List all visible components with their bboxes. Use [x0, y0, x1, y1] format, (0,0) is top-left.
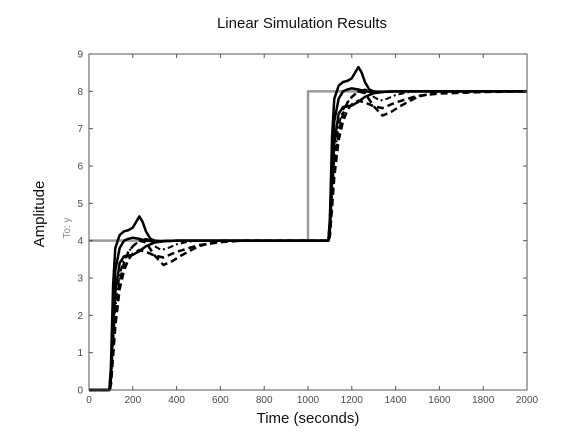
y-tick-label: 1 — [77, 348, 83, 359]
y-tick-label: 7 — [77, 124, 83, 135]
output-channel-label: To: y — [62, 217, 73, 238]
x-tick-label: 200 — [124, 395, 141, 406]
series-layer — [89, 65, 528, 392]
y-tick-label: 6 — [77, 162, 83, 173]
y-tick-label: 2 — [77, 311, 83, 322]
response-line-6 — [89, 90, 528, 392]
y-tick-label: 0 — [77, 386, 83, 397]
x-tick-label: 0 — [86, 395, 92, 406]
ticks-layer: 0 200 400 600 800 1000 1200 1400 1600 1800 2000 0 1 2… — [77, 50, 538, 407]
y-tick-label: 5 — [77, 199, 83, 210]
x-tick-label: 600 — [212, 395, 229, 406]
x-axis-label: Time (seconds) — [257, 410, 360, 427]
x-tick-label: 1400 — [384, 395, 407, 406]
x-tick-label: 400 — [168, 395, 185, 406]
y-axis-label: Amplitude — [31, 181, 48, 248]
x-tick-label: 1000 — [297, 395, 320, 406]
y-tick-label: 9 — [77, 50, 83, 61]
response-line-5 — [89, 90, 527, 392]
y-tick-label: 8 — [77, 87, 83, 98]
x-tick-label: 1200 — [341, 395, 364, 406]
x-tick-label: 1800 — [472, 395, 495, 406]
response-line-3 — [89, 90, 527, 392]
chart-title: Linear Simulation Results — [217, 15, 387, 32]
x-tick-label: 2000 — [516, 395, 539, 406]
y-tick-label: 4 — [77, 236, 83, 247]
x-tick-label: 1600 — [428, 395, 451, 406]
x-tick-label: 800 — [256, 395, 273, 406]
y-tick-label: 3 — [77, 274, 83, 285]
